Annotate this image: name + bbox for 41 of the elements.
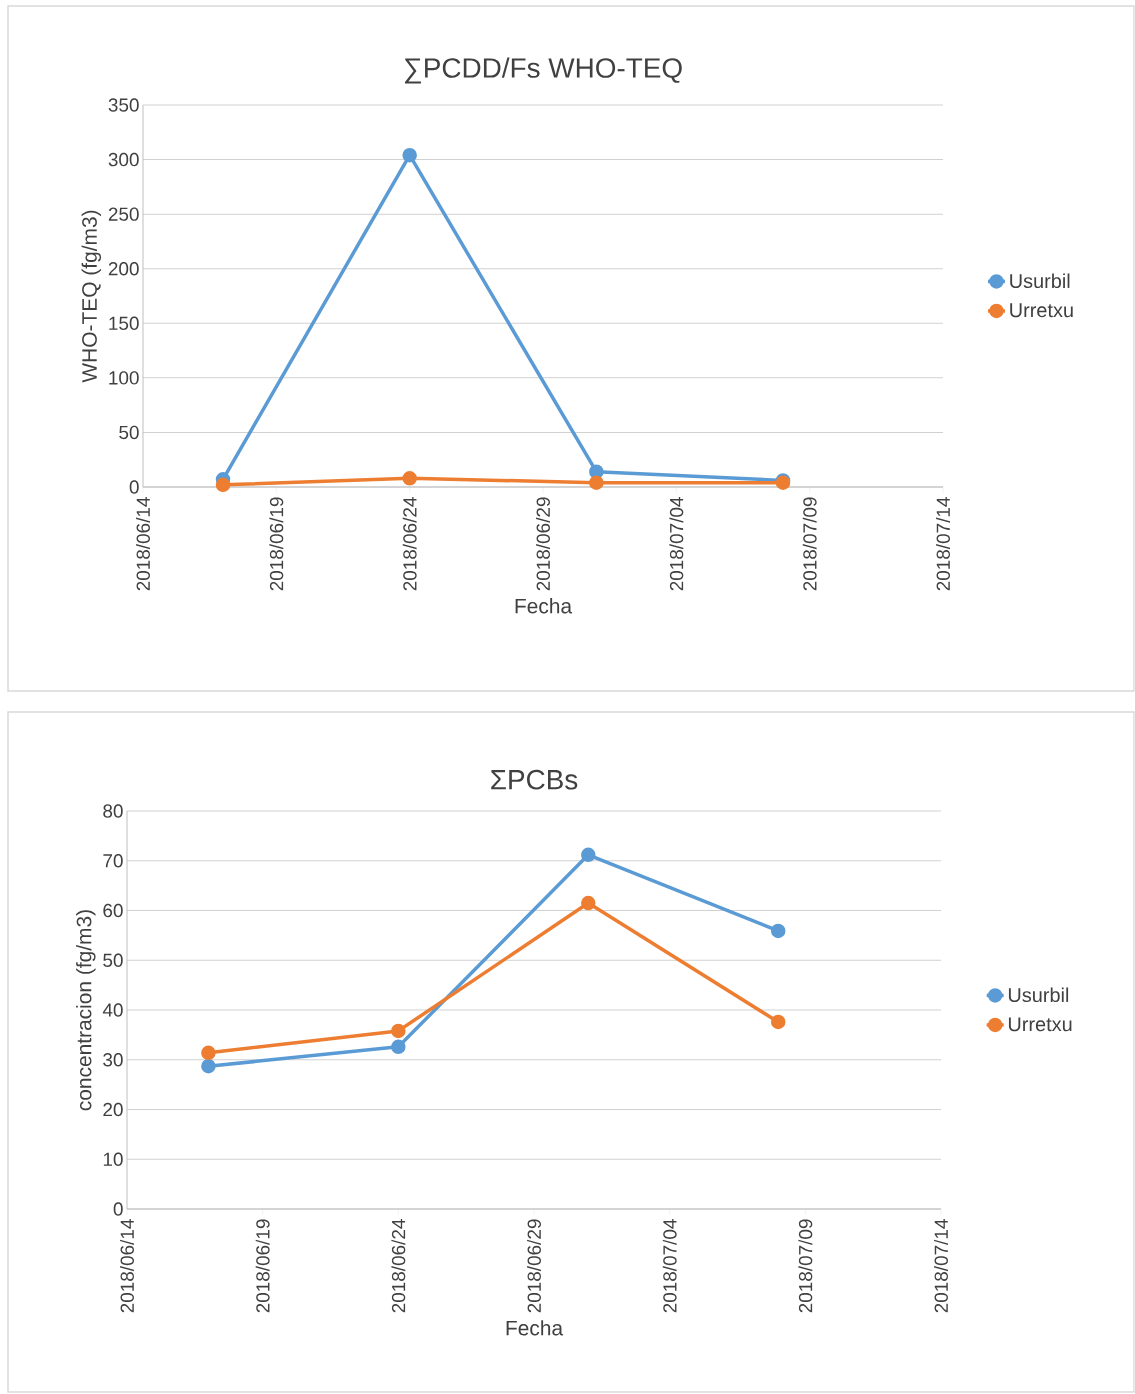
y-tick-label: 50 (103, 953, 123, 967)
y-tick-label: 10 (103, 1152, 123, 1166)
x-tick-label: 2018/06/14 (120, 1219, 135, 1313)
y-axis-title: concentracion (fg/m3) (76, 910, 96, 1111)
x-tick-label: 2018/07/04 (662, 1219, 677, 1313)
y-tick-label: 150 (109, 316, 139, 330)
y-tick-label: 200 (108, 262, 139, 276)
y-tick-label: 300 (108, 152, 139, 167)
y-tick-label: 20 (103, 1102, 123, 1117)
y-tick-label: 350 (108, 98, 139, 112)
legend-label: Usurbil (1009, 987, 1069, 1003)
chart-title: ∑PCDD/Fs WHO-TEQ (405, 57, 682, 84)
legend-label: Urretxu (1009, 1017, 1072, 1032)
y-tick-label: 250 (108, 207, 139, 221)
x-tick-label: 2018/06/19 (255, 1219, 270, 1313)
x-tick-label: 2018/07/14 (934, 1219, 949, 1313)
y-tick-label: 30 (103, 1053, 123, 1067)
x-axis-title: Fecha (506, 1320, 564, 1336)
x-tick-label: 2018/06/29 (536, 497, 551, 591)
x-tick-label: 2018/07/09 (798, 1219, 813, 1313)
y-tick-label: 70 (103, 854, 123, 868)
x-tick-label: 2018/06/24 (391, 1219, 406, 1313)
x-tick-label: 2018/07/04 (669, 497, 684, 591)
y-axis-title: WHO-TEQ (fg/m3) (81, 210, 102, 383)
y-tick-label: 0 (129, 480, 139, 494)
legend-label: Usurbil (1010, 273, 1070, 289)
y-tick-label: 50 (119, 425, 139, 440)
x-tick-label: 2018/06/29 (527, 1219, 542, 1313)
x-tick-label: 2018/06/14 (136, 497, 151, 591)
y-tick-label: 40 (102, 1003, 123, 1017)
y-tick-label: 60 (103, 903, 123, 918)
x-tick-label: 2018/06/19 (269, 497, 284, 591)
legend-label: Urretxu (1010, 303, 1073, 318)
x-tick-label: 2018/07/14 (936, 497, 951, 591)
y-tick-label: 0 (113, 1202, 123, 1216)
x-axis-title: Fecha (515, 598, 573, 614)
y-tick-label: 100 (109, 371, 139, 385)
x-tick-label: 2018/06/24 (402, 497, 417, 591)
x-tick-label: 2018/07/09 (802, 497, 817, 591)
y-tick-label: 80 (103, 804, 123, 818)
chart-title: ΣPCBs (491, 769, 578, 790)
